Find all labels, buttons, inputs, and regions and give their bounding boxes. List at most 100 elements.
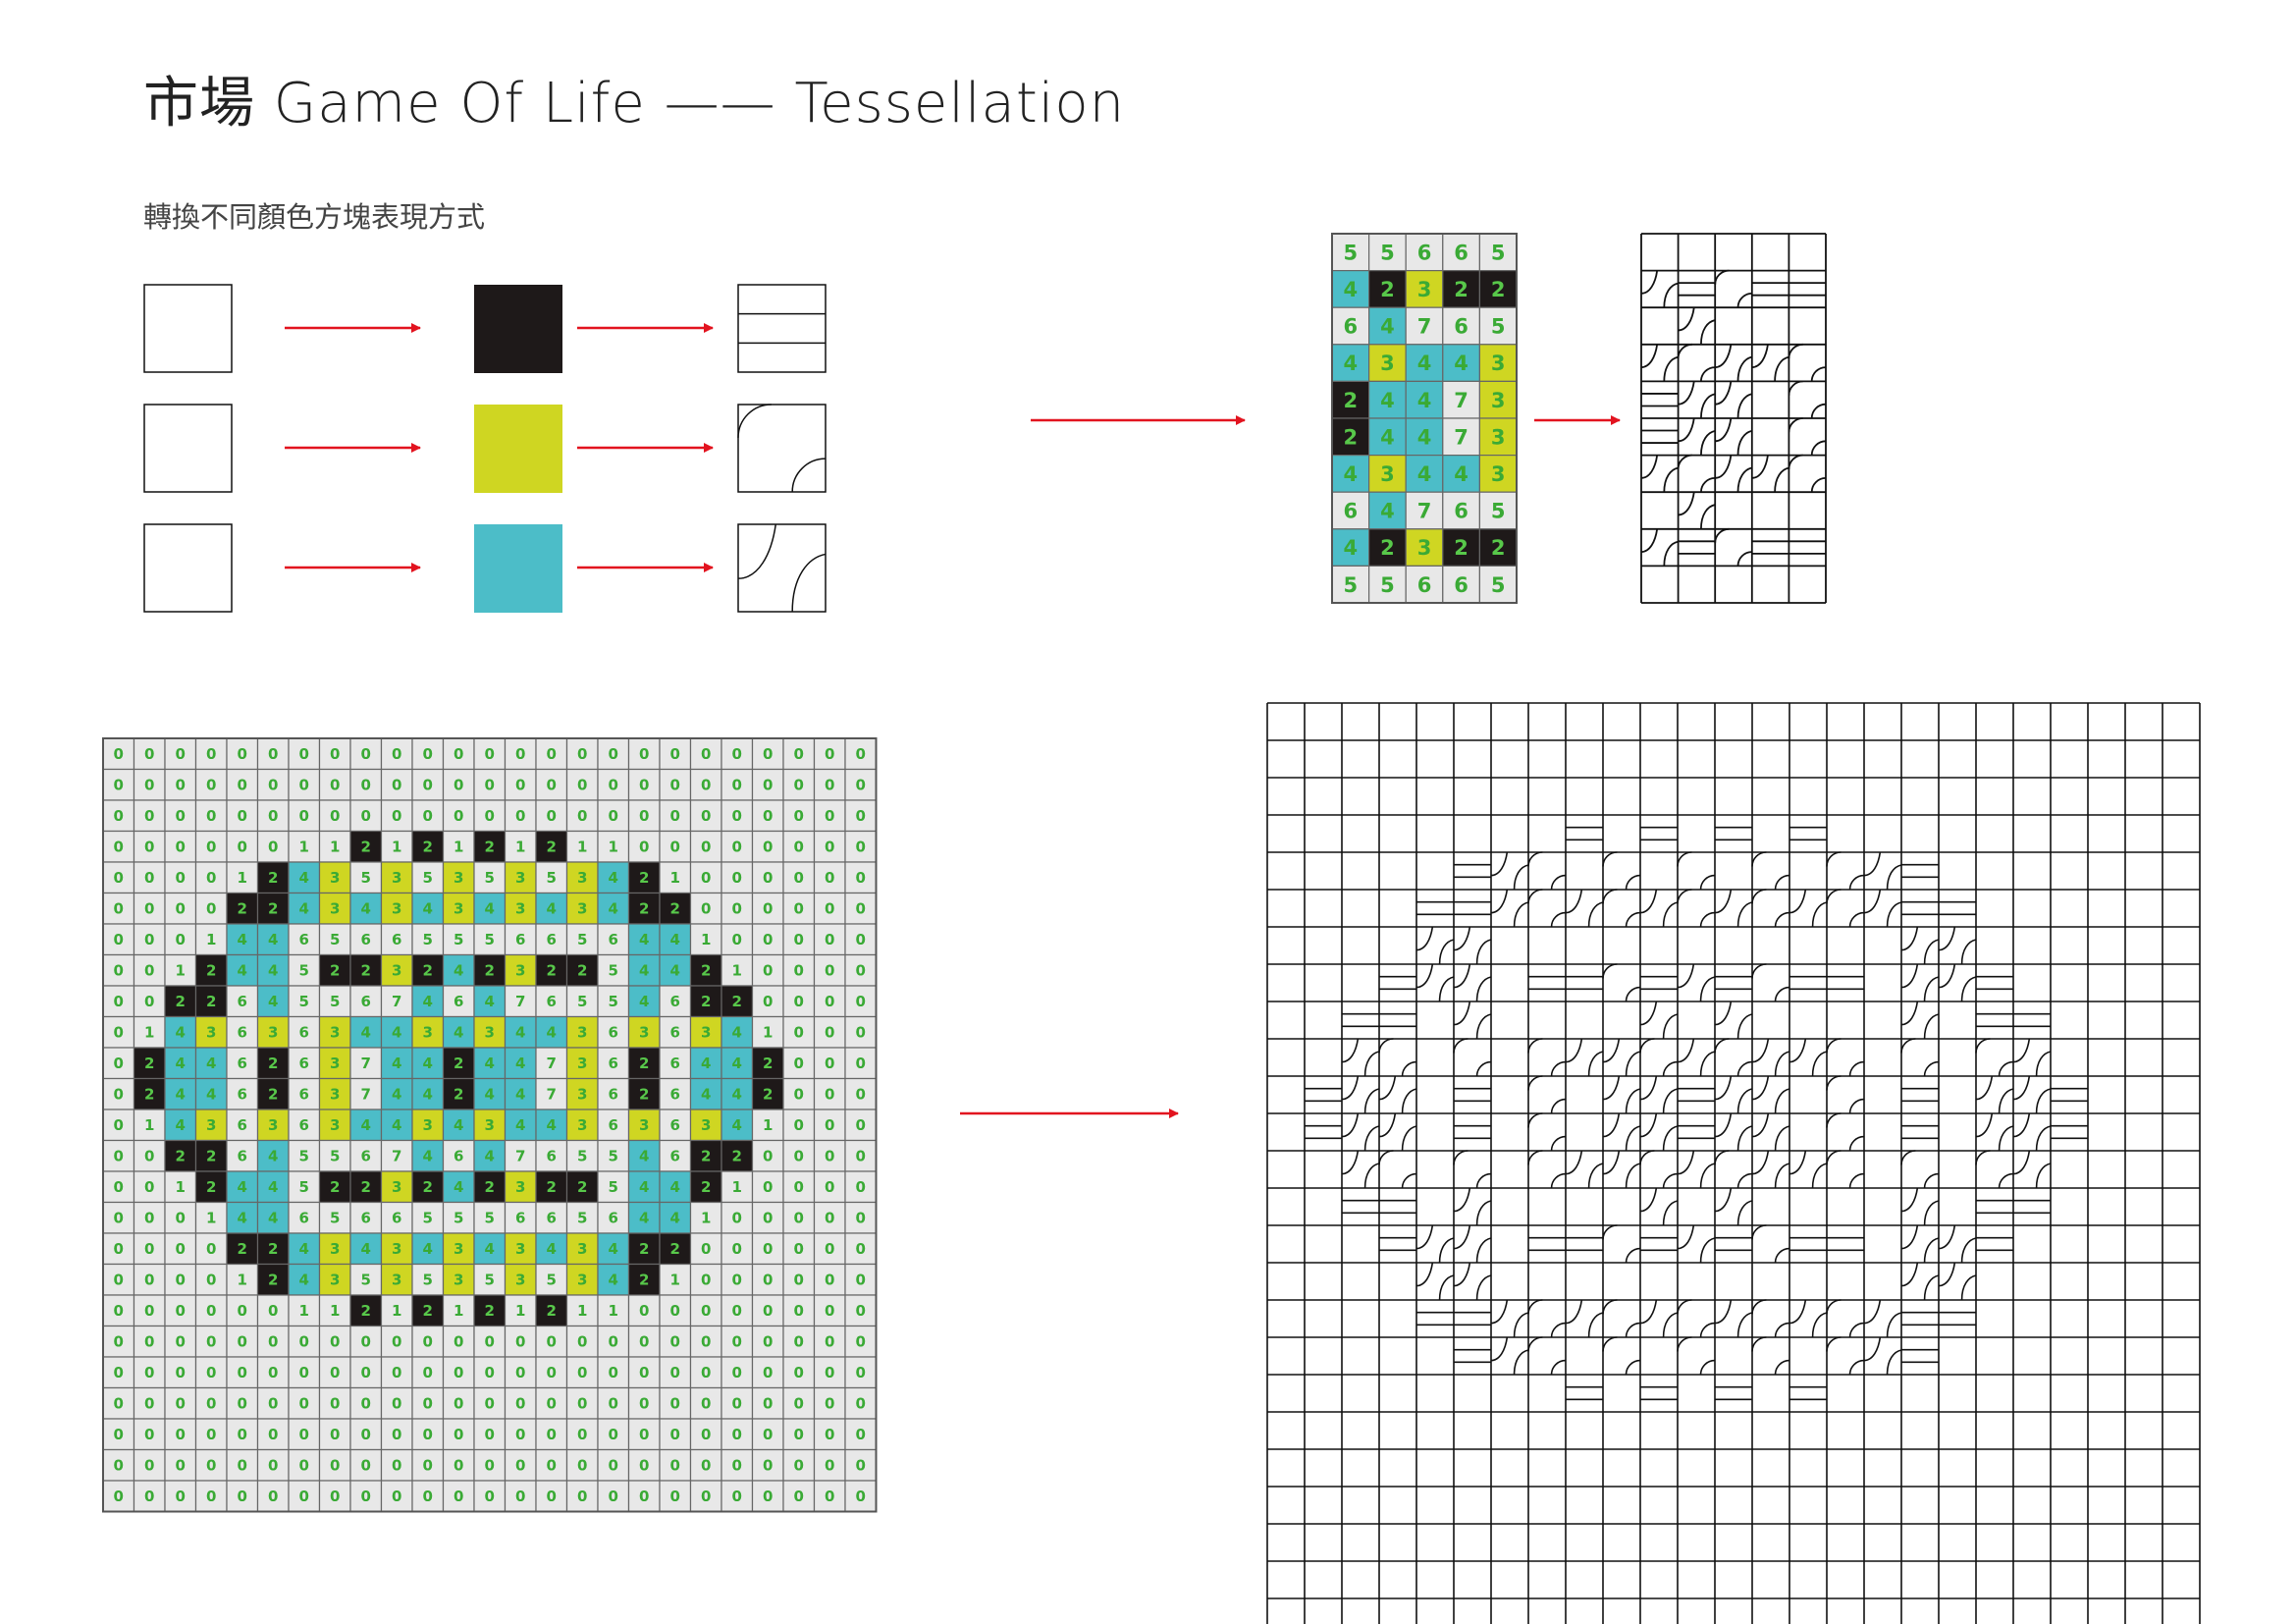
cell-value: 0 bbox=[701, 1302, 711, 1320]
tile-arc bbox=[1527, 889, 1543, 904]
tile-curve bbox=[1475, 1274, 1492, 1301]
cell-value: 3 bbox=[577, 1272, 587, 1289]
cell-value: 0 bbox=[547, 1395, 557, 1413]
cell-value: 0 bbox=[176, 1395, 186, 1413]
tile-curve bbox=[1625, 1088, 1641, 1114]
cell-value: 0 bbox=[144, 807, 154, 825]
cell-value: 6 bbox=[392, 931, 401, 948]
cell-value: 0 bbox=[609, 807, 618, 825]
grid-cell bbox=[473, 1325, 507, 1358]
cell-value: 5 bbox=[1343, 573, 1358, 597]
cell-value: 2 bbox=[639, 1272, 649, 1289]
cell-value: 6 bbox=[609, 1116, 618, 1134]
grid-cell bbox=[751, 1232, 784, 1266]
grid-cell bbox=[844, 953, 878, 987]
cell-value: 2 bbox=[423, 1302, 433, 1320]
cell-value: 1 bbox=[330, 839, 340, 856]
grid-cell bbox=[380, 1077, 413, 1110]
grid-cell bbox=[844, 1109, 878, 1142]
cell-value: 7 bbox=[392, 1148, 401, 1165]
cell-value: 0 bbox=[361, 1426, 371, 1443]
grid-cell bbox=[288, 1386, 321, 1420]
tile-arc bbox=[1810, 403, 1827, 419]
cell-value: 2 bbox=[238, 900, 247, 918]
cell-value: 0 bbox=[454, 807, 463, 825]
grid-cell bbox=[288, 830, 321, 863]
cell-value: 0 bbox=[268, 1457, 278, 1475]
grid-cell bbox=[504, 830, 537, 863]
tile-arc bbox=[1900, 1150, 1916, 1165]
cell-value: 1 bbox=[299, 1302, 309, 1320]
grid-cell bbox=[782, 1077, 816, 1110]
cell-value: 0 bbox=[609, 777, 618, 794]
cell-value: 0 bbox=[114, 1148, 124, 1165]
tile-arc bbox=[1602, 889, 1618, 904]
cell-value: 3 bbox=[206, 1116, 216, 1134]
cell-value: 6 bbox=[670, 1055, 680, 1072]
cell-value: 4 bbox=[1343, 536, 1358, 560]
grid-cell bbox=[597, 1294, 630, 1327]
grid-cell bbox=[627, 1294, 661, 1327]
tile-arc bbox=[1527, 1075, 1543, 1091]
cell-value: 4 bbox=[268, 962, 278, 980]
grid-cell bbox=[226, 985, 259, 1018]
tile-arc bbox=[1550, 1060, 1567, 1077]
grid-cell bbox=[659, 1047, 692, 1080]
large-tile-grid bbox=[1266, 702, 2201, 1624]
grid-cell bbox=[318, 1015, 351, 1049]
tile-curve bbox=[1736, 1088, 1753, 1114]
cell-value: 2 bbox=[206, 962, 216, 980]
cell-value: 0 bbox=[639, 1302, 649, 1320]
grid-cell bbox=[813, 1109, 846, 1142]
cell-value: 4 bbox=[1343, 462, 1358, 486]
cell-value: 0 bbox=[577, 1457, 587, 1475]
cell-value: 3 bbox=[1491, 425, 1506, 449]
tile-curve bbox=[1363, 1163, 1380, 1189]
cell-value: 0 bbox=[423, 1364, 433, 1381]
cell-value: 2 bbox=[1343, 425, 1358, 449]
tile-curve bbox=[1714, 1187, 1733, 1213]
cell-value: 0 bbox=[670, 807, 680, 825]
tile-arc bbox=[1774, 1359, 1790, 1376]
cell-value: 4 bbox=[361, 1240, 371, 1258]
grid-cell bbox=[504, 1386, 537, 1420]
tile-curve bbox=[1341, 1075, 1360, 1101]
grid-cell bbox=[256, 861, 290, 894]
grid-cell bbox=[813, 1232, 846, 1266]
tile-curve bbox=[1475, 976, 1492, 1002]
cell-value: 0 bbox=[609, 745, 618, 763]
grid-cell bbox=[751, 1325, 784, 1358]
cell-value: 0 bbox=[268, 1333, 278, 1351]
cell-value: 0 bbox=[763, 1148, 773, 1165]
cell-value: 0 bbox=[670, 839, 680, 856]
tile-curve bbox=[1715, 455, 1733, 479]
cell-value: 4 bbox=[206, 1055, 216, 1072]
tile-arc bbox=[1625, 1359, 1641, 1376]
tile-curve bbox=[2035, 1125, 2052, 1152]
grid-cell bbox=[442, 1232, 475, 1266]
grid-cell bbox=[689, 1325, 722, 1358]
tile-arc bbox=[1527, 1336, 1543, 1352]
tile-curve bbox=[1700, 504, 1716, 529]
cell-value: 0 bbox=[176, 777, 186, 794]
grid-cell bbox=[102, 1109, 135, 1142]
cell-value: 2 bbox=[1454, 536, 1468, 560]
cell-value: 4 bbox=[176, 1116, 186, 1134]
cell-value: 0 bbox=[454, 745, 463, 763]
cell-value: 0 bbox=[485, 1488, 495, 1505]
grid-cell bbox=[813, 1325, 846, 1358]
tile-arc bbox=[1848, 1098, 1865, 1114]
cell-value: 4 bbox=[670, 962, 680, 980]
grid-cell bbox=[380, 892, 413, 925]
grid-cell bbox=[504, 1015, 537, 1049]
cell-value: 4 bbox=[609, 869, 618, 887]
cell-value: 3 bbox=[1491, 352, 1506, 375]
cell-value: 5 bbox=[1343, 241, 1358, 264]
cell-value: 0 bbox=[856, 1272, 866, 1289]
color-legend bbox=[143, 284, 827, 613]
cell-value: 1 bbox=[609, 1302, 618, 1320]
cell-value: 6 bbox=[361, 1148, 371, 1165]
cell-value: 3 bbox=[515, 962, 525, 980]
grid-cell bbox=[164, 830, 197, 863]
cell-value: 1 bbox=[701, 1210, 711, 1227]
